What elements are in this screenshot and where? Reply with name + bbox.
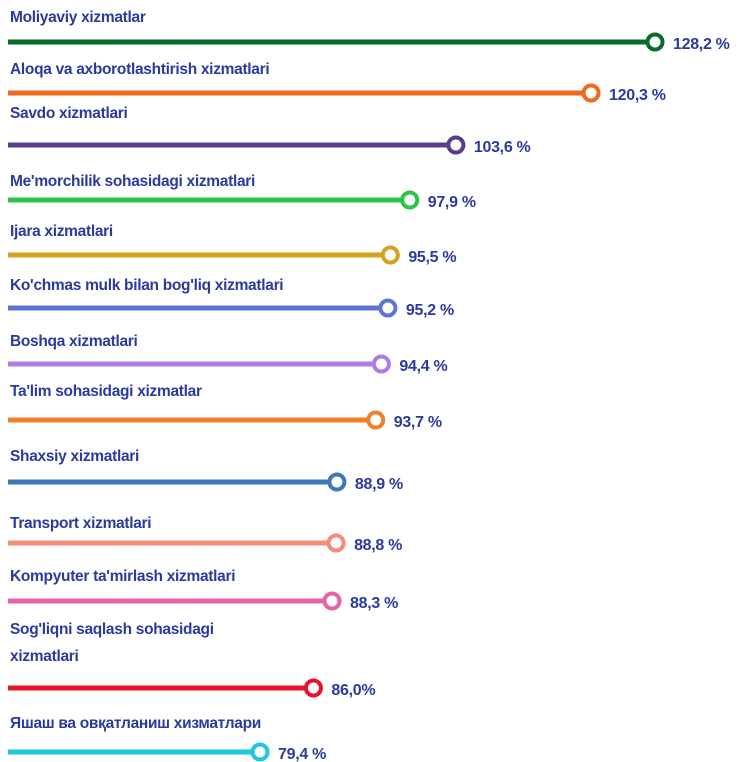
category-label: Ijara xizmatlari xyxy=(10,223,113,240)
dot xyxy=(250,742,270,762)
category-label: Ta'lim sohasidagi xizmatlar xyxy=(10,383,202,400)
dot xyxy=(371,354,391,374)
value-label: 128,2 % xyxy=(673,36,730,53)
value-label: 93,7 % xyxy=(394,414,442,431)
dot xyxy=(326,533,346,553)
dot xyxy=(366,410,386,430)
category-label: Transport xizmatlari xyxy=(10,515,152,532)
dot xyxy=(380,245,400,265)
dot xyxy=(400,190,420,210)
value-label: 79,4 % xyxy=(278,746,326,762)
category-label: Ko'chmas mulk bilan bog'liq xizmatlari xyxy=(10,277,284,294)
value-label: 97,9 % xyxy=(428,194,476,211)
value-label: 88,8 % xyxy=(354,537,402,554)
dot xyxy=(322,591,342,611)
value-label: 94,4 % xyxy=(399,358,447,375)
value-label: 88,9 % xyxy=(355,476,403,493)
value-label: 86,0% xyxy=(331,682,375,699)
dot xyxy=(581,83,601,103)
value-label: 120,3 % xyxy=(609,87,666,104)
category-label: Яшаш ва овқатланиш хизматлари xyxy=(10,715,262,732)
dot xyxy=(378,298,398,318)
category-label: Shaxsiy xizmatlari xyxy=(10,448,140,465)
dot xyxy=(645,32,665,52)
value-label: 103,6 % xyxy=(474,139,531,156)
category-label: Boshqa xizmatlari xyxy=(10,333,138,350)
dot xyxy=(446,135,466,155)
category-label: Aloqa va axborotlashtirish xizmatlari xyxy=(10,61,270,78)
category-label: Kompyuter ta'mirlash xizmatlari xyxy=(10,568,236,585)
category-label: Me'morchilik sohasidagi xizmatlari xyxy=(10,173,256,190)
category-label: Savdo xizmatlari xyxy=(10,105,128,122)
category-label: Sog'liqni saqlash sohasidagi xizmatlari xyxy=(10,621,214,665)
value-label: 88,3 % xyxy=(350,595,398,612)
value-label: 95,2 % xyxy=(406,302,454,319)
value-label: 95,5 % xyxy=(408,249,456,266)
dot xyxy=(303,678,323,698)
category-label: Moliyaviy xizmatlar xyxy=(10,9,146,26)
dot xyxy=(327,472,347,492)
